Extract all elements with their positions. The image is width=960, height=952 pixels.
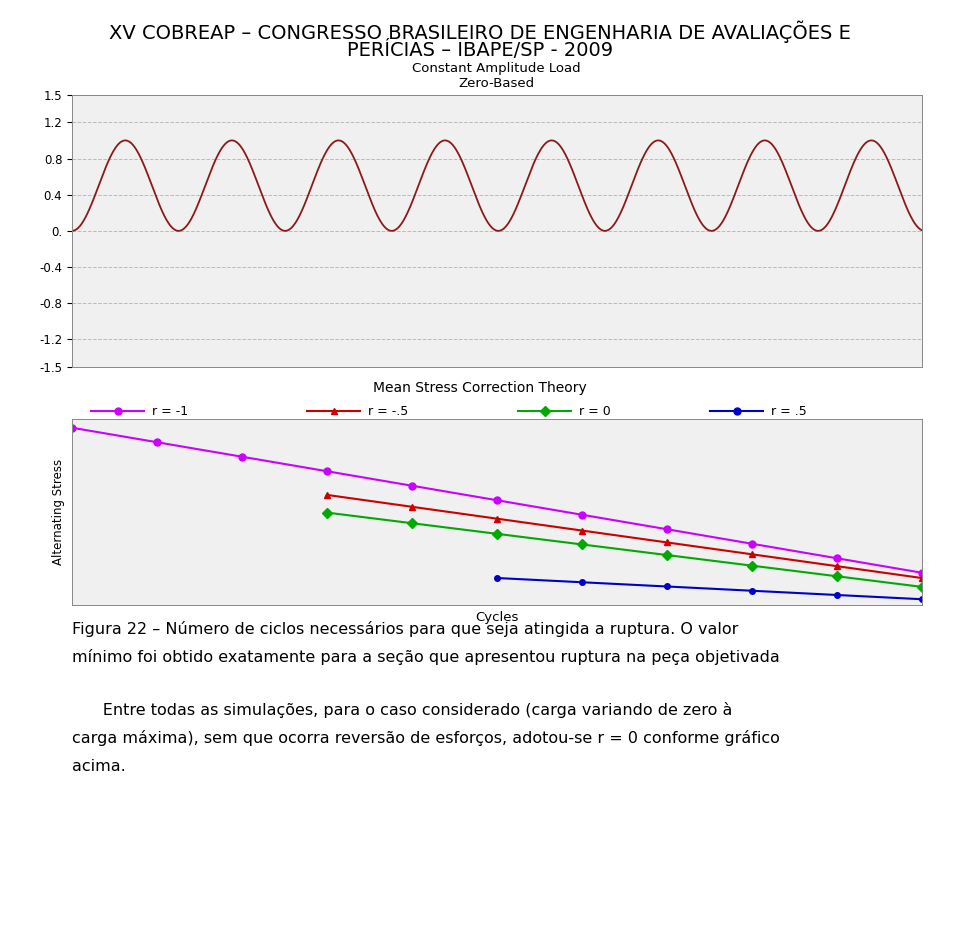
Text: r = 0: r = 0	[579, 405, 611, 418]
Text: Figura 22 – Número de ciclos necessários para que seja atingida a ruptura. O val: Figura 22 – Número de ciclos necessários…	[72, 621, 738, 637]
Text: XV COBREAP – CONGRESSO BRASILEIRO DE ENGENHARIA DE AVALIAÇÕES E: XV COBREAP – CONGRESSO BRASILEIRO DE ENG…	[109, 21, 851, 44]
Text: Mean Stress Correction Theory: Mean Stress Correction Theory	[373, 381, 587, 395]
Y-axis label: Alternating Stress: Alternating Stress	[52, 459, 65, 565]
Title: Constant Amplitude Load
Zero-Based: Constant Amplitude Load Zero-Based	[413, 62, 581, 89]
Text: r = -1: r = -1	[152, 405, 188, 418]
Text: carga máxima), sem que ocorra reversão de esforços, adotou-se r = 0 conforme grá: carga máxima), sem que ocorra reversão d…	[72, 730, 780, 746]
X-axis label: Cycles: Cycles	[475, 611, 518, 625]
Text: r = -.5: r = -.5	[368, 405, 408, 418]
Text: PERÍCIAS – IBAPE/SP - 2009: PERÍCIAS – IBAPE/SP - 2009	[347, 40, 613, 60]
Text: Entre todas as simulações, para o caso considerado (carga variando de zero à: Entre todas as simulações, para o caso c…	[72, 702, 732, 718]
Text: r = .5: r = .5	[771, 405, 806, 418]
Text: acima.: acima.	[72, 759, 126, 774]
Text: mínimo foi obtido exatamente para a seção que apresentou ruptura na peça objetiv: mínimo foi obtido exatamente para a seçã…	[72, 649, 780, 665]
